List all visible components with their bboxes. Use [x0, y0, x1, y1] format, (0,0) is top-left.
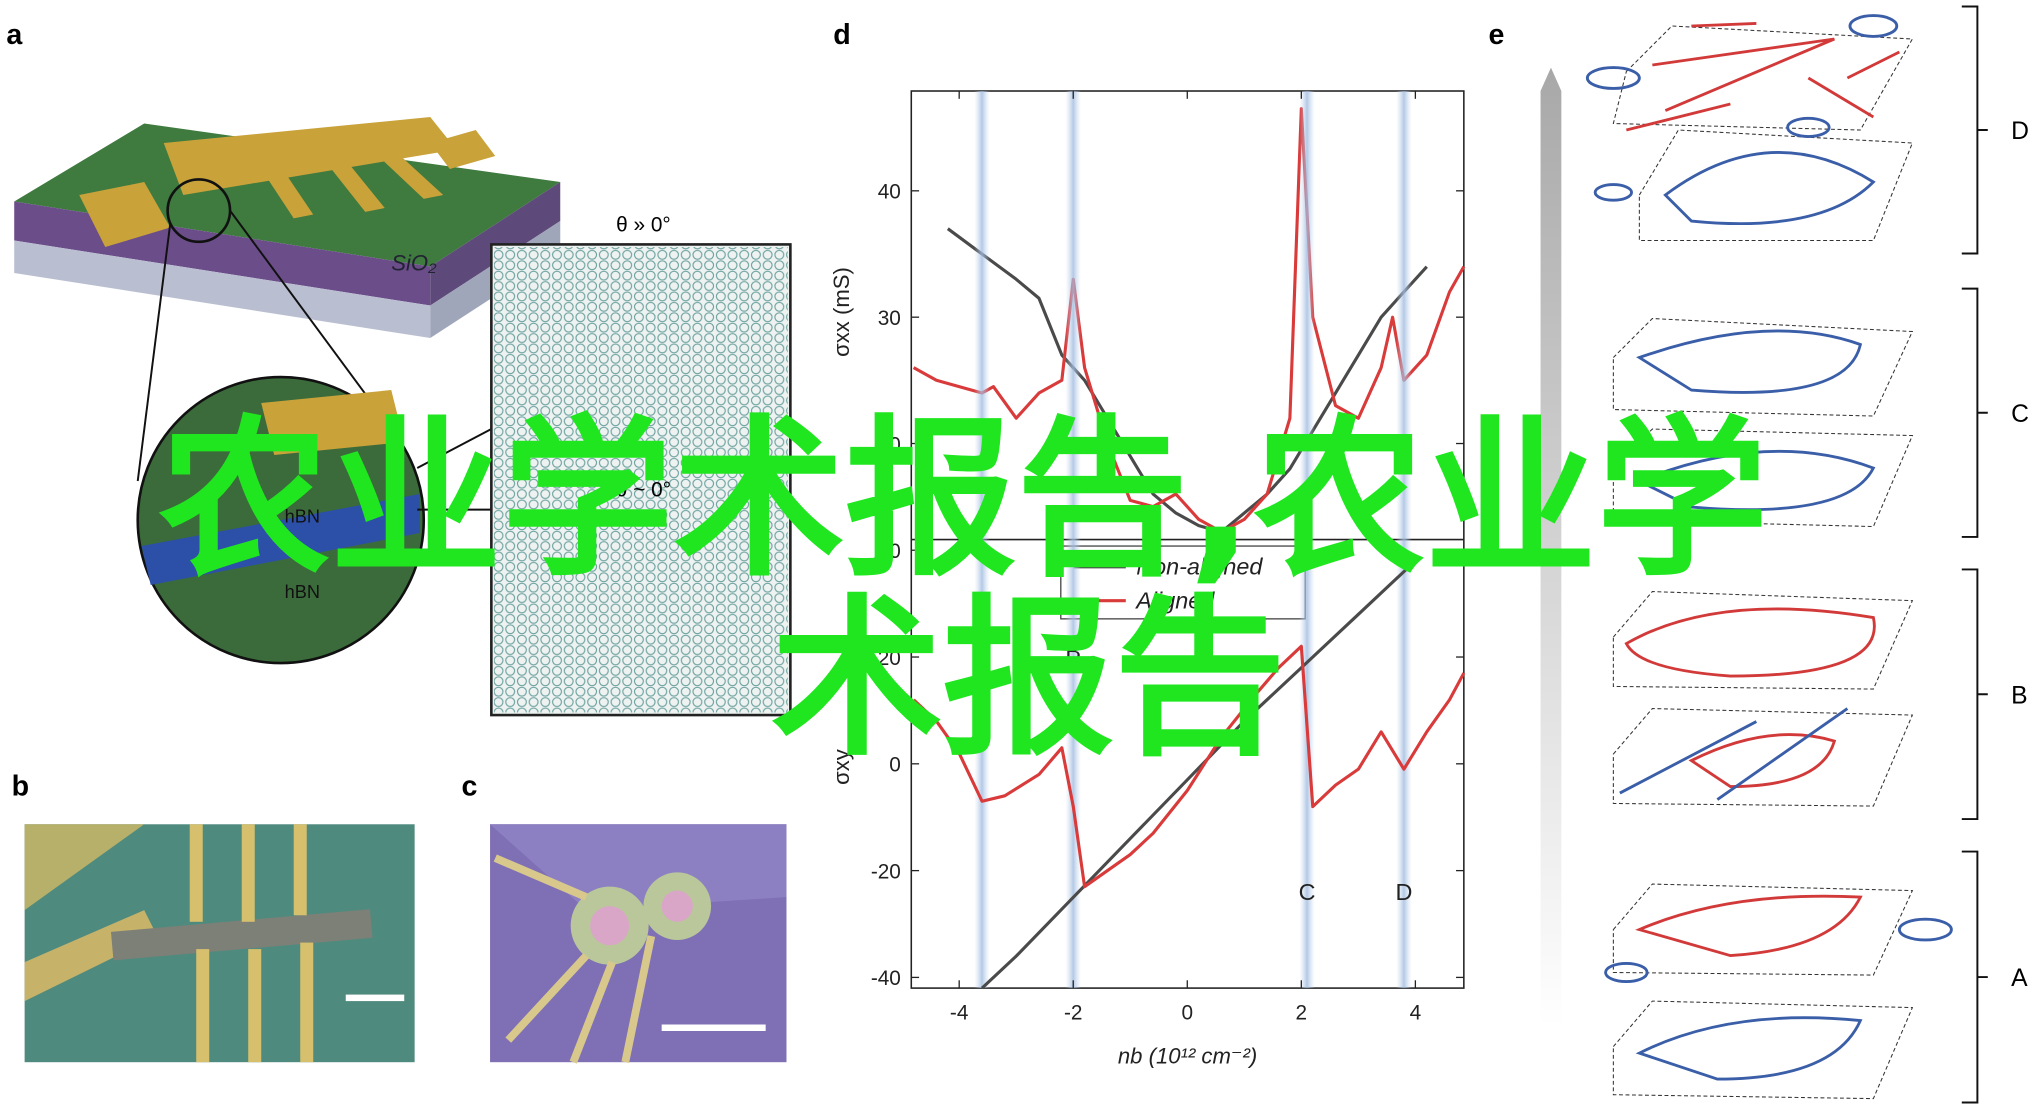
legend-label: Non-aligned: [1136, 554, 1263, 580]
annotation: B: [1065, 638, 1081, 664]
electrode: [293, 824, 307, 916]
highlight-band: [1065, 91, 1082, 989]
electrode: [189, 824, 203, 922]
y-tick-label: -40: [871, 967, 901, 990]
substrate-label: SiO₂: [391, 250, 437, 275]
x-tick-label: -4: [950, 1001, 969, 1024]
x-tick-label: -2: [1064, 1001, 1083, 1024]
electrode: [261, 166, 314, 219]
bracket-label: A: [2011, 965, 2028, 992]
x-tick-label: 0: [1181, 1001, 1193, 1024]
annotation: A: [974, 638, 990, 664]
panel-label: d: [833, 19, 850, 51]
electrode: [300, 942, 314, 1063]
y-tick-label: 20: [878, 647, 901, 670]
watermark-layer: 农业学术报告,农业学 术报告: [158, 401, 1768, 779]
panel-label: b: [12, 771, 29, 803]
layer-label: hBN: [285, 507, 320, 527]
panel-label: a: [6, 19, 23, 51]
lattice-pattern: [493, 247, 788, 713]
bracket-label: D: [2011, 118, 2029, 145]
sample: [110, 909, 373, 961]
electrode: [621, 935, 656, 1063]
y-axis-label: σxx (mS): [829, 267, 854, 357]
watermark: 农业学术报告,农业学: [158, 401, 1768, 600]
y-tick-label: 40: [878, 540, 901, 563]
y-tick-label: 40: [878, 181, 901, 204]
electrode: [326, 159, 385, 212]
device-illustration: SiO₂ hBN hBN θ » 0° θ ~ 0°: [14, 117, 792, 717]
x-tick-label: 4: [1410, 1001, 1422, 1024]
scale-bar: [345, 994, 405, 1002]
legend-label: Aligned: [1134, 587, 1215, 613]
electrode: [430, 130, 496, 170]
theta-label: θ » 0°: [616, 213, 671, 236]
theta-label: θ ~ 0°: [616, 479, 671, 502]
x-axis-label: nb (10¹² cm⁻²): [1118, 1043, 1257, 1068]
electrode: [505, 952, 590, 1043]
electrode: [248, 949, 262, 1063]
micrograph-c: [490, 824, 787, 1064]
panel-label: c: [461, 771, 477, 803]
y-tick-label: 0: [889, 754, 901, 777]
y-tick-label: -20: [871, 860, 901, 883]
bracket: [1961, 568, 1988, 821]
micrograph-b: [24, 824, 415, 1063]
panel-label: e: [1489, 19, 1505, 51]
electrode: [79, 182, 171, 248]
y-tick-label: 20: [878, 433, 901, 456]
x-tick-label: 2: [1296, 1001, 1308, 1024]
device-base: [14, 240, 431, 339]
electrode: [196, 949, 210, 1063]
gradient-arrow: [1540, 67, 1562, 1028]
series-line: [946, 227, 1428, 534]
electrode: [493, 854, 588, 901]
series-line: [912, 644, 1466, 889]
highlight-band: [974, 91, 990, 989]
layer-label: hBN: [285, 582, 320, 602]
zoom-line: [229, 210, 393, 430]
scale-bar: [661, 1024, 766, 1031]
bracket: [1961, 287, 1988, 538]
watermark: 术报告: [771, 580, 1286, 779]
legend-box: [1060, 545, 1306, 620]
bracket: [1961, 5, 1988, 255]
bracket: [1961, 850, 1988, 1104]
panel-e: D C B A: [1540, 5, 2029, 1104]
electrode: [241, 824, 255, 922]
y-axis-label: σxy: [829, 749, 854, 785]
bracket-label: C: [2011, 401, 2029, 428]
electrode: [261, 390, 405, 456]
bracket-label: B: [2011, 682, 2027, 709]
series-line: [980, 559, 1417, 990]
annotation: D: [1396, 879, 1413, 905]
electrode: [569, 960, 616, 1064]
electrode: [163, 117, 457, 196]
zoom-line: [416, 428, 492, 469]
disk-core: [661, 890, 693, 922]
series-line: [912, 107, 1466, 534]
y-tick-label: 30: [878, 307, 901, 330]
hbn-layer: [141, 494, 420, 586]
zoom-line: [136, 223, 172, 482]
electrode: [378, 153, 444, 199]
annotation: C: [1299, 879, 1316, 905]
disk-core: [590, 906, 630, 946]
contour-set: [1585, 14, 1953, 1100]
